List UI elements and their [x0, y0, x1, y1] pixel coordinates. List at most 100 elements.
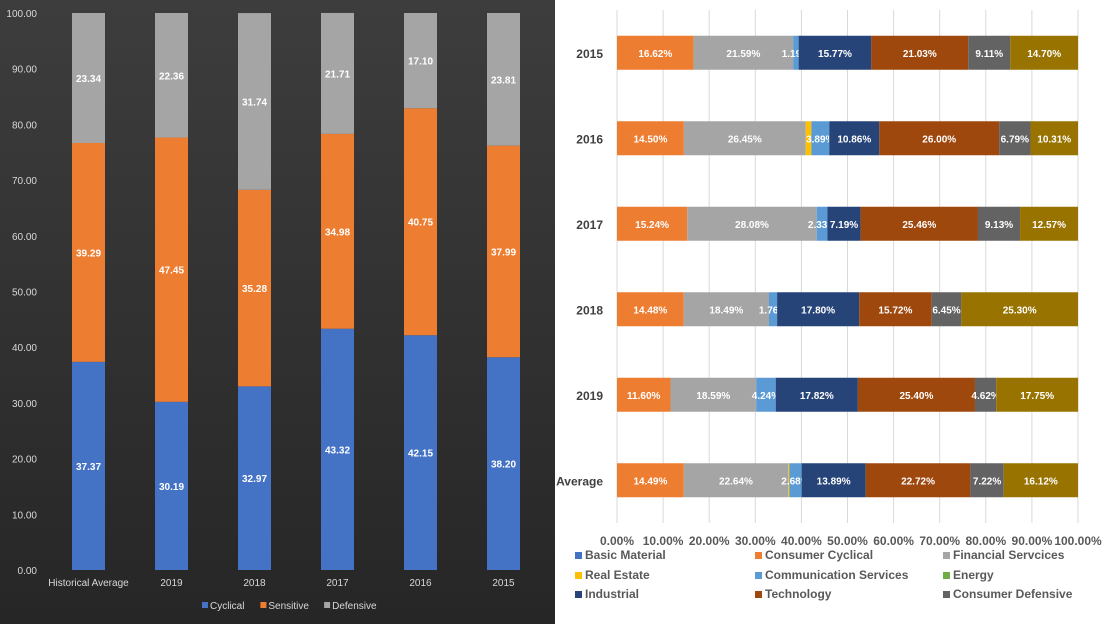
data-label: 43.32: [325, 445, 350, 456]
y-category-label: Average: [556, 474, 603, 488]
data-label: 2.33%: [808, 220, 836, 231]
data-label: 23.81: [491, 75, 516, 86]
y-tick-label: 80.00: [12, 120, 37, 131]
legend-swatch: [755, 572, 762, 579]
bar-segment: [617, 206, 688, 241]
bar-segment-defensive: [238, 13, 271, 190]
data-label: 10.86%: [837, 134, 871, 145]
legend-label: Industrial: [585, 587, 639, 601]
legend-label: Communication Services: [765, 568, 909, 582]
data-label: 47.45: [159, 266, 184, 277]
y-tick-label: 100.00: [6, 9, 37, 20]
data-label: 23.34: [76, 74, 101, 85]
y-tick-label: 30.00: [12, 399, 37, 410]
bar-segment-defensive: [321, 12, 354, 134]
bar-segment: [811, 121, 830, 156]
data-label: 6.79%: [1001, 134, 1029, 145]
bar-segment: [789, 463, 802, 498]
data-label: 40.75: [408, 218, 433, 229]
legend-label: Consumer Cyclical: [765, 548, 873, 562]
bar-segment: [879, 121, 1000, 156]
bar-segment: [617, 377, 671, 412]
data-label: 25.30%: [1003, 305, 1037, 316]
x-tick-label: 40.00%: [781, 534, 822, 548]
sector-group-stacked-column-chart: 0.00 10.00 20.00 30.00 40.00 50.00 60.00 70.00 8…: [0, 0, 555, 624]
data-label: 17.10: [408, 57, 433, 68]
data-label: 15.24%: [635, 220, 669, 231]
bar-segment-defensive: [72, 13, 105, 144]
bar-segment-sensitive: [72, 143, 105, 362]
data-label: 17.80%: [801, 305, 835, 316]
legend-swatch: [943, 591, 950, 598]
data-label: 1.76%: [759, 305, 787, 316]
bar-segment: [805, 121, 812, 156]
x-tick-label: 20.00%: [689, 534, 730, 548]
data-label: 26.45%: [728, 134, 762, 145]
bar-segment: [970, 463, 1004, 498]
data-label: 22.72%: [901, 476, 935, 487]
data-label: 4.24%: [752, 391, 780, 402]
x-tick-label: 60.00%: [873, 534, 914, 548]
bar-segment-cyclical: [404, 335, 437, 570]
bar-segment: [683, 292, 769, 327]
data-label: 31.74: [242, 97, 267, 108]
data-label: 34.98: [325, 227, 350, 238]
legend-swatch: [202, 602, 208, 608]
data-label: 25.46%: [902, 220, 936, 231]
data-label: 39.29: [76, 248, 101, 259]
data-label: 17.82%: [800, 391, 834, 402]
legend-swatch: [260, 602, 267, 608]
legend-swatch: [755, 591, 762, 598]
legend-label: Sensitive: [268, 601, 309, 612]
data-label: 10.31%: [1037, 134, 1071, 145]
data-label: 7.19%: [830, 220, 858, 231]
x-tick-label: 0.00%: [600, 534, 634, 548]
bar-segment: [793, 35, 799, 70]
data-label: 16.12%: [1024, 476, 1058, 487]
data-label: 2.68%: [781, 476, 809, 487]
data-label: 9.13%: [985, 220, 1013, 231]
data-label: 12.57%: [1032, 220, 1066, 231]
bar-segment-sensitive: [487, 145, 520, 358]
y-tick-label: 60.00: [12, 232, 37, 243]
sector-weight-100pct-bar-chart: 16.62% 21.59% 1.19% 15.77% 21.03% 9.11% 14.70%…: [556, 10, 1102, 601]
bar-segment: [977, 206, 1021, 241]
data-label: 6.45%: [932, 305, 960, 316]
legend-swatch: [575, 591, 582, 598]
legend-swatch: [755, 552, 762, 559]
data-label: 14.49%: [633, 476, 667, 487]
bar-segment: [1030, 121, 1078, 156]
data-label: 3.89%: [806, 134, 834, 145]
bar-segment: [974, 377, 997, 412]
bar-segment-cyclical: [72, 361, 105, 570]
x-tick-label: 80.00%: [965, 534, 1006, 548]
data-label: 17.75%: [1020, 391, 1054, 402]
bar-segment: [931, 292, 962, 327]
legend-swatch: [575, 552, 582, 559]
bar-segment-sensitive: [321, 133, 354, 329]
bar-segment: [859, 292, 932, 327]
legend-swatch: [575, 572, 582, 579]
bar-segment: [1020, 206, 1078, 241]
bar-segment: [683, 463, 789, 498]
bar-segment-cyclical: [155, 401, 188, 570]
data-label: 18.49%: [709, 305, 743, 316]
bar-segment: [999, 121, 1031, 156]
y-tick-label: 0.00: [18, 566, 38, 577]
bar-segment-sensitive: [404, 108, 437, 336]
data-label: 37.37: [76, 462, 101, 473]
legend-label: Basic Material: [585, 548, 666, 562]
legend-swatch: [943, 552, 950, 559]
data-label: 14.70%: [1027, 49, 1061, 60]
y-tick-label: 20.00: [12, 455, 37, 466]
data-label: 37.99: [491, 247, 516, 258]
bar-segment: [775, 377, 858, 412]
bar-segment: [788, 463, 790, 498]
y-category-label: 2016: [576, 132, 603, 146]
x-tick-label: 2015: [492, 578, 515, 589]
data-label: 22.36: [159, 71, 184, 82]
bar-segment: [871, 35, 969, 70]
bar-segment: [693, 35, 794, 70]
data-label: 21.03%: [903, 49, 937, 60]
bar-segment-cyclical: [238, 386, 271, 570]
